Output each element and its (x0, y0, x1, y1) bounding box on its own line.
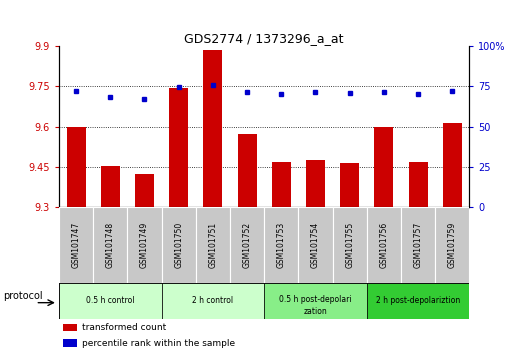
Bar (264, 207, 299, 283)
Bar (435, 207, 469, 283)
Text: GSM101750: GSM101750 (174, 222, 183, 268)
Text: GSM101751: GSM101751 (208, 222, 218, 268)
Bar (401, 207, 435, 283)
Text: transformed count: transformed count (82, 323, 166, 332)
Text: GSM101747: GSM101747 (72, 222, 81, 268)
Bar (63, 339, 77, 347)
Text: GSM101756: GSM101756 (380, 222, 388, 268)
Text: zation: zation (304, 307, 327, 316)
Bar (367, 283, 469, 319)
Text: GSM101754: GSM101754 (311, 222, 320, 268)
Bar (93, 207, 127, 283)
Bar (196, 207, 230, 283)
Text: GSM101757: GSM101757 (413, 222, 423, 268)
Bar (272, 162, 291, 207)
Bar (135, 173, 154, 207)
Bar (162, 283, 264, 319)
Text: protocol: protocol (3, 291, 43, 301)
Text: GSM101759: GSM101759 (448, 222, 457, 268)
Bar (443, 122, 462, 207)
Bar (204, 50, 222, 207)
Bar (67, 127, 86, 207)
Bar (59, 207, 93, 283)
Text: GSM101755: GSM101755 (345, 222, 354, 268)
Bar (63, 324, 77, 331)
Text: 0.5 h post-depolari: 0.5 h post-depolari (279, 295, 352, 304)
Bar (59, 283, 162, 319)
Bar (299, 207, 332, 283)
Text: GSM101752: GSM101752 (243, 222, 251, 268)
Bar (127, 207, 162, 283)
Bar (230, 207, 264, 283)
Bar (169, 88, 188, 207)
Text: GSM101753: GSM101753 (277, 222, 286, 268)
Bar (340, 163, 359, 207)
Text: 2 h control: 2 h control (192, 296, 233, 306)
Bar (367, 207, 401, 283)
Text: 2 h post-depolariztion: 2 h post-depolariztion (376, 296, 460, 306)
Bar (238, 134, 256, 207)
Bar (374, 126, 393, 207)
Bar (162, 207, 196, 283)
Bar (101, 166, 120, 207)
Title: GDS2774 / 1373296_a_at: GDS2774 / 1373296_a_at (185, 32, 344, 45)
Text: percentile rank within the sample: percentile rank within the sample (82, 338, 234, 348)
Bar (306, 160, 325, 207)
Bar (409, 162, 427, 207)
Text: GSM101749: GSM101749 (140, 222, 149, 268)
Bar (264, 283, 367, 319)
Bar (332, 207, 367, 283)
Text: GSM101748: GSM101748 (106, 222, 115, 268)
Text: 0.5 h control: 0.5 h control (86, 296, 134, 306)
